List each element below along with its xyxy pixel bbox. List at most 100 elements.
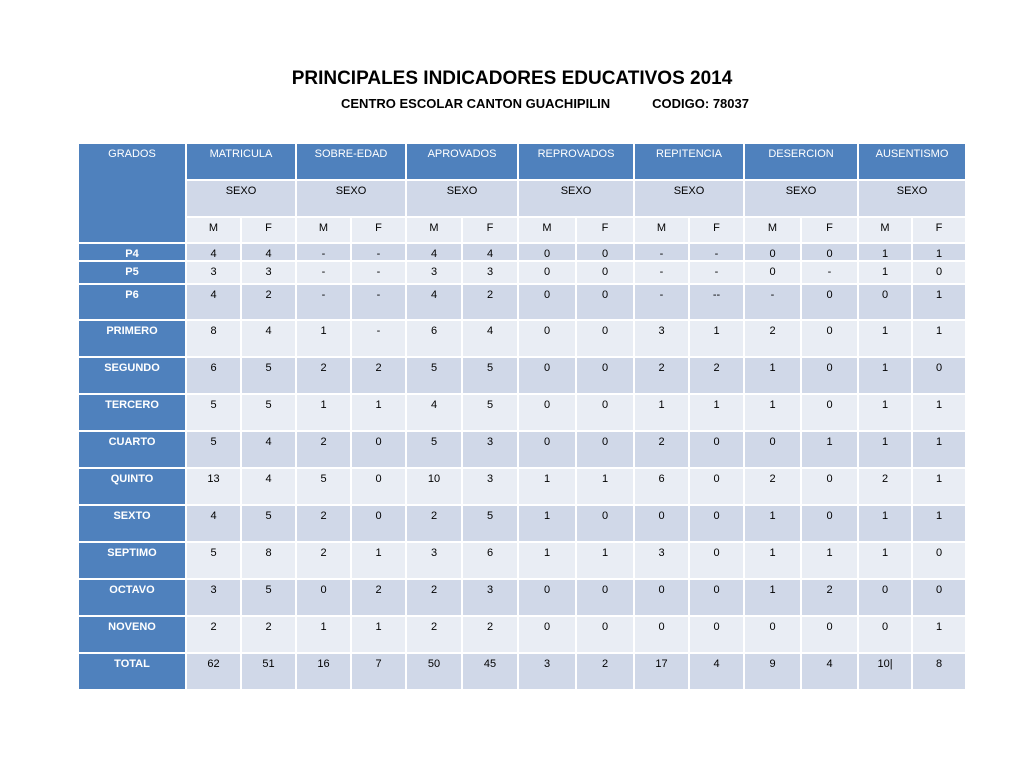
- sex-header: F: [461, 216, 519, 244]
- value-cell: 0: [517, 393, 577, 432]
- grade-label: SEXTO: [77, 504, 187, 543]
- value-cell: 1: [911, 319, 968, 358]
- value-cell: 0: [687, 578, 746, 617]
- value-cell: 10: [405, 467, 463, 506]
- value-cell: 0: [575, 356, 635, 395]
- value-cell: 0: [687, 467, 746, 506]
- school-code: CODIGO: 78037: [652, 96, 749, 111]
- value-cell: -: [687, 260, 746, 285]
- value-cell: 0: [517, 242, 577, 262]
- table-row: QUINTO 13 4 5 0 10 3 1 1 6 0 2 0 2 1: [77, 467, 968, 506]
- value-cell: --: [687, 283, 746, 321]
- value-cell: -: [295, 283, 352, 321]
- value-cell: 0: [575, 615, 635, 654]
- value-cell: 2: [185, 615, 242, 654]
- value-cell: 4: [405, 393, 463, 432]
- value-cell: 0: [743, 242, 803, 262]
- value-cell: 4: [687, 652, 746, 691]
- value-cell: 3: [405, 541, 463, 580]
- value-cell: 10|: [857, 652, 914, 691]
- value-cell: 2: [295, 430, 352, 469]
- indicator-header: DESERCION: [743, 142, 860, 181]
- value-cell: 1: [911, 504, 968, 543]
- table-row: CUARTO 5 4 2 0 5 3 0 0 2 0 0 1 1 1: [77, 430, 968, 469]
- sex-header: F: [240, 216, 297, 244]
- value-cell: 3: [517, 652, 577, 691]
- sex-header: M: [633, 216, 690, 244]
- value-cell: 4: [461, 242, 519, 262]
- value-cell: 8: [185, 319, 242, 358]
- value-cell: 5: [295, 467, 352, 506]
- grade-label: P4: [77, 242, 187, 262]
- value-cell: 2: [461, 283, 519, 321]
- value-cell: 0: [800, 356, 860, 395]
- value-cell: 5: [461, 504, 519, 543]
- sex-header: M: [743, 216, 803, 244]
- value-cell: 1: [687, 393, 746, 432]
- value-cell: -: [350, 283, 407, 321]
- value-cell: 0: [857, 283, 914, 321]
- value-cell: 4: [405, 283, 463, 321]
- table-row: OCTAVO 3 5 0 2 2 3 0 0 0 0 1 2 0 0: [77, 578, 968, 617]
- table-row: SEGUNDO 6 5 2 2 5 5 0 0 2 2 1 0 1 0: [77, 356, 968, 395]
- value-cell: 1: [911, 283, 968, 321]
- value-cell: -: [350, 260, 407, 285]
- value-cell: 2: [405, 504, 463, 543]
- sex-header: M: [405, 216, 463, 244]
- value-cell: 2: [240, 283, 297, 321]
- sex-header: F: [687, 216, 746, 244]
- value-cell: 2: [461, 615, 519, 654]
- page-subtitle: CENTRO ESCOLAR CANTON GUACHIPILIN CODIGO:…: [0, 96, 1024, 111]
- value-cell: 1: [857, 393, 914, 432]
- sex-header: M: [857, 216, 914, 244]
- value-cell: 0: [633, 578, 690, 617]
- value-cell: 0: [800, 615, 860, 654]
- sex-header: M: [185, 216, 242, 244]
- value-cell: 3: [240, 260, 297, 285]
- table-row: PRIMERO 8 4 1-6 4 0 0 3 1 2 0 1 1: [77, 319, 968, 358]
- value-cell: 5: [185, 430, 242, 469]
- value-cell: 1: [800, 541, 860, 580]
- value-cell: -: [800, 260, 860, 285]
- indicator-header: APROVADOS: [405, 142, 519, 181]
- value-cell: 2: [295, 504, 352, 543]
- value-cell: 0: [800, 242, 860, 262]
- value-cell: 4: [240, 467, 297, 506]
- value-cell: 8: [240, 541, 297, 580]
- grade-label: SEPTIMO: [77, 541, 187, 580]
- grade-label: TERCERO: [77, 393, 187, 432]
- value-cell: 0: [575, 242, 635, 262]
- indicator-header: SOBRE-EDAD: [295, 142, 407, 181]
- value-cell: 1: [857, 319, 914, 358]
- value-cell: 4: [240, 242, 297, 262]
- value-cell: 0: [517, 356, 577, 395]
- value-cell: 3: [633, 541, 690, 580]
- value-cell: 6: [461, 541, 519, 580]
- value-cell: 2: [743, 467, 803, 506]
- value-cell: 1: [517, 541, 577, 580]
- value-cell: 2: [350, 578, 407, 617]
- value-cell: 0: [350, 467, 407, 506]
- value-cell: 0: [800, 467, 860, 506]
- grade-label: SEGUNDO: [77, 356, 187, 395]
- value-cell: 2: [405, 578, 463, 617]
- value-cell: 0: [517, 260, 577, 285]
- value-cell: 17: [633, 652, 690, 691]
- value-cell: 1: [350, 393, 407, 432]
- value-cell: 5: [240, 578, 297, 617]
- value-cell: 0: [517, 578, 577, 617]
- value-cell: 0: [575, 260, 635, 285]
- value-cell: 1: [857, 260, 914, 285]
- value-cell: 4: [405, 242, 463, 262]
- value-cell: 1: [911, 615, 968, 654]
- table-row: P4 4 4- -4 4 0 0- -0 0 1 1: [77, 242, 968, 262]
- value-cell: 0: [517, 283, 577, 321]
- value-cell: 0: [800, 283, 860, 321]
- value-cell: 0: [743, 260, 803, 285]
- value-cell: 1: [743, 356, 803, 395]
- value-cell: 0: [687, 541, 746, 580]
- value-cell: 1: [295, 615, 352, 654]
- value-cell: 1: [857, 541, 914, 580]
- value-cell: 0: [517, 319, 577, 358]
- value-cell: 0: [687, 430, 746, 469]
